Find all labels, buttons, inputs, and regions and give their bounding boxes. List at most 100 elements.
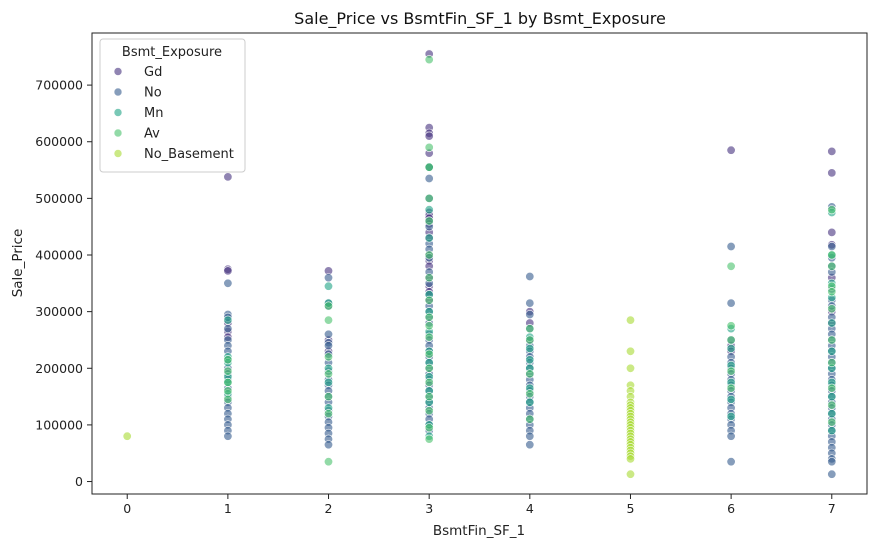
data-point: [827, 146, 837, 156]
chart-title: Sale_Price vs BsmtFin_SF_1 by Bsmt_Expos…: [294, 9, 666, 29]
data-point: [424, 162, 434, 172]
data-point: [323, 273, 333, 283]
data-point: [726, 366, 736, 376]
data-point: [726, 411, 736, 421]
x-axis: 0 1 2 3 4 5 6 7: [123, 494, 836, 516]
data-point: [625, 363, 635, 373]
data-point: [323, 352, 333, 362]
y-tick-label: 600000: [35, 134, 83, 149]
data-point: [827, 318, 837, 328]
data-point: [424, 434, 434, 444]
data-point: [827, 426, 837, 436]
legend-marker: [113, 108, 123, 117]
data-point: [827, 417, 837, 427]
data-point: [323, 281, 333, 291]
data-point: [726, 335, 736, 345]
data-point: [424, 174, 434, 184]
data-point: [323, 457, 333, 467]
legend-title: Bsmt_Exposure: [122, 45, 222, 60]
data-point: [525, 414, 535, 424]
data-point: [424, 142, 434, 152]
data-point: [525, 298, 535, 308]
y-axis: 0 100000 200000 300000 400000 500000 600000 700…: [35, 78, 92, 489]
data-point: [525, 431, 535, 441]
data-point: [726, 321, 736, 331]
data-point: [827, 469, 837, 479]
data-point: [223, 377, 233, 387]
data-point: [424, 363, 434, 373]
legend-box: [99, 38, 246, 173]
x-tick-label: 6: [727, 501, 735, 516]
data-point: [323, 315, 333, 325]
data-point: [424, 377, 434, 387]
data-point: [525, 343, 535, 353]
data-point: [525, 355, 535, 365]
x-tick-label: 7: [828, 501, 836, 516]
data-point: [323, 301, 333, 311]
data-point: [525, 324, 535, 334]
data-point: [424, 321, 434, 331]
data-point: [424, 250, 434, 260]
data-point: [827, 457, 837, 467]
data-point: [424, 55, 434, 65]
data-point: [424, 295, 434, 305]
data-point: [827, 392, 837, 402]
x-tick-label: 5: [626, 501, 634, 516]
data-point: [424, 312, 434, 322]
data-point: [525, 271, 535, 281]
data-point: [625, 469, 635, 479]
data-point: [223, 324, 233, 334]
data-point: [223, 172, 233, 182]
data-point: [223, 386, 233, 396]
data-point: [827, 346, 837, 356]
x-tick-label: 3: [425, 501, 433, 516]
data-point: [323, 369, 333, 379]
legend-marker: [113, 128, 123, 138]
data-point: [827, 383, 837, 393]
data-point: [726, 298, 736, 308]
data-point: [424, 216, 434, 226]
data-point: [323, 409, 333, 419]
legend-marker: [113, 87, 123, 97]
y-tick-label: 200000: [35, 361, 83, 376]
y-tick-label: 100000: [35, 417, 83, 432]
legend-label: No: [144, 86, 162, 101]
plot-frame: [91, 32, 868, 495]
data-point: [525, 389, 535, 399]
y-tick-label: 500000: [35, 191, 83, 206]
data-point: [726, 242, 736, 252]
y-tick-label: 0: [75, 474, 83, 489]
data-point: [827, 250, 837, 260]
data-point: [323, 440, 333, 450]
data-point: [223, 431, 233, 441]
data-point: [726, 431, 736, 441]
y-tick-label: 700000: [35, 78, 83, 93]
data-point: [323, 341, 333, 351]
data-point: [223, 394, 233, 404]
data-point: [525, 440, 535, 450]
data-point: [424, 131, 434, 141]
x-tick-label: 4: [526, 501, 534, 516]
data-point: [323, 329, 333, 339]
data-point: [827, 227, 837, 237]
data-point: [726, 394, 736, 404]
data-point: [424, 349, 434, 359]
data-point: [625, 346, 635, 356]
data-point: [424, 273, 434, 283]
data-point: [223, 366, 233, 376]
data-point: [424, 233, 434, 243]
data-point: [625, 454, 635, 464]
x-tick-label: 0: [123, 501, 131, 516]
y-tick-label: 400000: [35, 248, 83, 263]
legend-label: Gd: [144, 65, 162, 80]
data-point: [726, 383, 736, 393]
data-point: [525, 369, 535, 379]
data-point: [525, 335, 535, 345]
legend-marker: [113, 67, 123, 76]
data-point: [827, 242, 837, 252]
data-point: [827, 304, 837, 314]
x-tick-label: 2: [325, 501, 333, 516]
data-point: [424, 423, 434, 433]
data-point: [223, 315, 233, 325]
legend-label: No_Basement: [144, 147, 234, 162]
